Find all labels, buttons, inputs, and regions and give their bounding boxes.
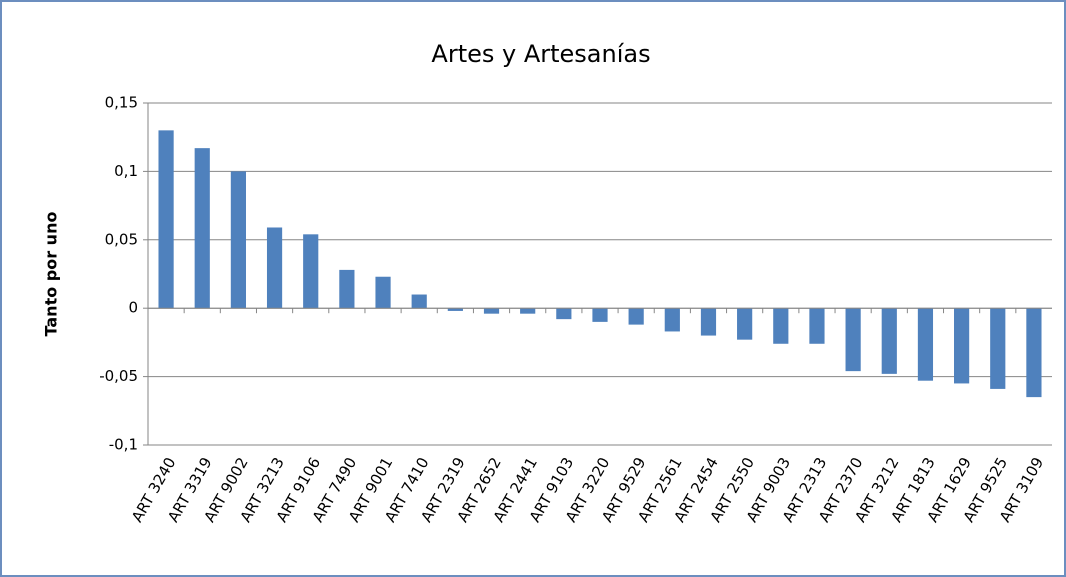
bar — [230, 171, 246, 309]
bar — [917, 308, 934, 381]
bar — [990, 308, 1006, 389]
bar — [194, 148, 210, 309]
bar — [773, 308, 789, 344]
bar — [1026, 308, 1042, 398]
y-tick-label: 0,05 — [105, 230, 138, 248]
bar — [447, 308, 463, 311]
bar — [628, 308, 644, 325]
bar — [737, 308, 753, 340]
y-tick-label: -0,1 — [109, 436, 138, 454]
bar — [664, 308, 680, 332]
bar — [483, 308, 500, 314]
y-tick-label: 0 — [128, 299, 138, 317]
bar — [339, 269, 355, 309]
bar — [303, 234, 319, 309]
y-axis-label: Tanto por uno — [42, 212, 61, 337]
y-tick-label: -0,05 — [99, 367, 138, 385]
bar — [375, 276, 391, 309]
bar — [809, 308, 825, 344]
bar — [158, 130, 174, 309]
chart-title: Artes y Artesanías — [431, 40, 650, 68]
bar — [845, 308, 861, 372]
bar — [556, 308, 572, 320]
bar — [411, 294, 427, 309]
bar — [881, 308, 897, 374]
bar — [954, 308, 970, 384]
y-tick-label: 0,1 — [114, 162, 138, 180]
bar — [520, 308, 536, 314]
bar — [266, 227, 283, 309]
bar — [592, 308, 608, 322]
bar — [700, 308, 717, 336]
y-tick-label: 0,15 — [105, 94, 138, 112]
